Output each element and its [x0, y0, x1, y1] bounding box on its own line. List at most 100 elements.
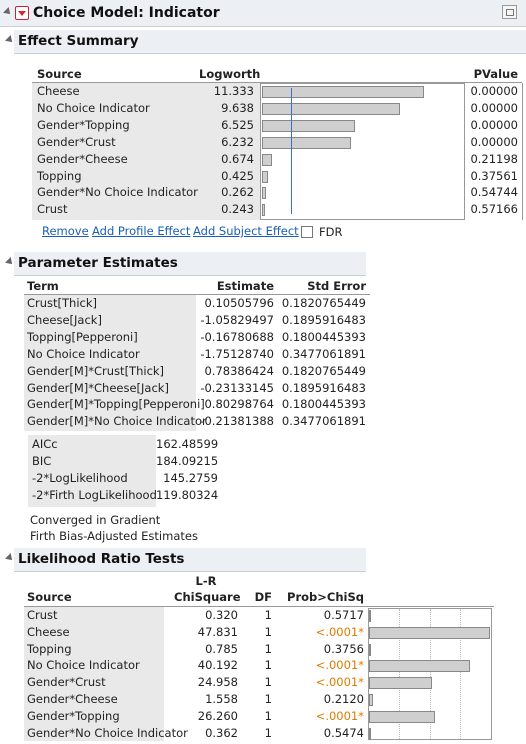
- parameter-estimate: 0.10505796: [204, 296, 274, 310]
- fit-stat-value: 184.09215: [156, 454, 219, 468]
- parameter-estimate: -0.23133145: [200, 380, 274, 395]
- col-header-pvalue: PValue: [473, 67, 518, 81]
- effect-logworth-value: 6.232: [221, 134, 254, 149]
- source-shade: [32, 83, 260, 220]
- parameter-std-error: 0.1895916483: [281, 380, 366, 395]
- parameter-std-error: 0.1820765449: [281, 363, 366, 378]
- col-header-term: Term: [27, 279, 59, 293]
- parameter-estimate: -0.21381388: [200, 414, 274, 429]
- chisq-bar: [369, 660, 471, 673]
- parameter-term: No Choice Indicator: [27, 346, 140, 361]
- parameter-estimates-table: Term Estimate Std Error Crust[Thick] 0.10…: [24, 277, 370, 431]
- logworth-bar: [262, 119, 356, 132]
- lr-chisquare-value: 0.320: [205, 608, 238, 622]
- col-header-estimate: Estimate: [216, 279, 274, 293]
- parameter-term: Crust[Thick]: [27, 296, 98, 310]
- lr-df-value: 1: [264, 692, 272, 706]
- logworth-bar: [262, 136, 352, 149]
- source-shade: [24, 607, 164, 741]
- lr-chisquare-value: 24.958: [197, 675, 238, 690]
- add-profile-effect-button[interactable]: Add Profile Effect: [92, 224, 191, 238]
- effect-pvalue: 0.37561: [470, 168, 518, 183]
- effect-source-label: Cheese: [37, 84, 80, 98]
- lr-prob-value: <.0001*: [315, 624, 364, 639]
- logworth-bar: [262, 204, 266, 217]
- effect-summary-title: Effect Summary: [18, 33, 139, 49]
- effect-logworth-value: 0.243: [221, 202, 254, 217]
- lr-source-label: Gender*Cheese: [27, 692, 118, 706]
- likelihood-ratio-header-bar: [14, 548, 366, 572]
- effect-logworth-value: 0.262: [221, 185, 254, 200]
- remove-button[interactable]: Remove: [42, 224, 89, 238]
- likelihood-ratio-table: L-R Source ChiSquare DF Prob>ChiSq Crust…: [24, 574, 526, 742]
- chisq-gridline: [459, 609, 461, 739]
- fit-stat-label: -2*LogLikelihood: [32, 471, 128, 485]
- add-subject-effect-button[interactable]: Add Subject Effect: [193, 224, 299, 238]
- col-header-std-error: Std Error: [307, 279, 366, 293]
- fit-stat-value: 119.80324: [156, 488, 219, 502]
- col-header-source: Source: [27, 590, 72, 604]
- effect-source-label: Gender*Topping: [37, 117, 130, 132]
- header-divider: [32, 82, 522, 83]
- fit-stat-label: BIC: [32, 454, 52, 468]
- fdr-checkbox[interactable]: [301, 226, 313, 238]
- effect-pvalue: 0.00000: [470, 100, 518, 115]
- parameter-estimates-title: Parameter Estimates: [18, 255, 178, 271]
- report-title: Choice Model: Indicator: [33, 5, 220, 21]
- logworth-bar: [262, 170, 269, 183]
- effect-pvalue: 0.00000: [470, 117, 518, 132]
- effect-source-label: Gender*Crust: [37, 134, 116, 149]
- effect-logworth-value: 0.425: [221, 168, 254, 183]
- lr-prob-value: <.0001*: [315, 708, 364, 723]
- chisq-bar: [369, 626, 490, 639]
- lr-df-value: 1: [264, 675, 272, 690]
- fit-statistics: AICc 162.48599 BIC 184.09215 -2*LogLikelihoo…: [28, 435, 228, 507]
- col-header-chisquare: ChiSquare: [174, 590, 241, 604]
- col-header-df: DF: [254, 590, 272, 604]
- pvalue-column: [465, 83, 523, 220]
- parameter-std-error: 0.1895916483: [281, 312, 366, 327]
- parameter-std-error: 0.1800445393: [281, 329, 366, 344]
- effect-source-label: Gender*No Choice Indicator: [37, 185, 198, 200]
- effect-pvalue: 0.00000: [470, 84, 518, 98]
- lr-df-value: 1: [264, 658, 272, 673]
- lr-chisquare-value: 1.558: [205, 692, 238, 706]
- header-divider: [24, 294, 370, 295]
- parameter-term: Gender[M]*Cheese[Jack]: [27, 380, 169, 395]
- chisq-bar: [369, 694, 373, 706]
- effect-summary-header-bar: [14, 30, 526, 54]
- parameter-term: Gender[M]*Topping[Pepperoni]: [27, 397, 205, 412]
- lr-prob-value: 0.2120: [323, 692, 364, 706]
- parameter-std-error: 0.1820765449: [281, 296, 366, 310]
- effect-logworth-value: 0.674: [221, 151, 254, 166]
- effect-pvalue: 0.00000: [470, 134, 518, 149]
- effect-logworth-value: 9.638: [221, 100, 254, 115]
- header-divider: [24, 606, 494, 607]
- effect-logworth-value: 11.333: [213, 84, 254, 98]
- parameter-estimates-header-bar: [14, 252, 366, 276]
- firth-note: Firth Bias-Adjusted Estimates: [30, 529, 198, 543]
- chisq-bar: [369, 727, 371, 740]
- fit-label-shade: [28, 435, 156, 507]
- fit-stat-value: 162.48599: [156, 437, 219, 451]
- lr-source-label: Gender*Topping: [27, 708, 120, 723]
- parameter-estimate: 0.80298764: [204, 397, 274, 412]
- chisq-gridline: [429, 609, 431, 739]
- chisq-bar: [369, 710, 436, 723]
- lr-source-label: Topping: [27, 641, 72, 656]
- window-icon[interactable]: [502, 5, 517, 19]
- effect-source-label: No Choice Indicator: [37, 100, 150, 115]
- effect-pvalue: 0.21198: [470, 151, 518, 166]
- lr-chisquare-value: 40.192: [197, 658, 238, 673]
- lr-chisquare-value: 0.785: [205, 641, 238, 656]
- effect-pvalue: 0.54744: [470, 185, 518, 200]
- lr-df-value: 1: [264, 641, 272, 656]
- chisq-bar: [369, 643, 371, 656]
- lr-prob-value: 0.5717: [323, 608, 364, 622]
- parameter-term: Topping[Pepperoni]: [27, 329, 138, 344]
- col-header-source: Source: [37, 67, 82, 81]
- parameter-estimate: -0.16780688: [200, 329, 274, 344]
- convergence-note: Converged in Gradient: [30, 513, 161, 527]
- red-triangle-menu-icon[interactable]: [15, 6, 29, 20]
- lr-prob-value: <.0001*: [315, 675, 364, 690]
